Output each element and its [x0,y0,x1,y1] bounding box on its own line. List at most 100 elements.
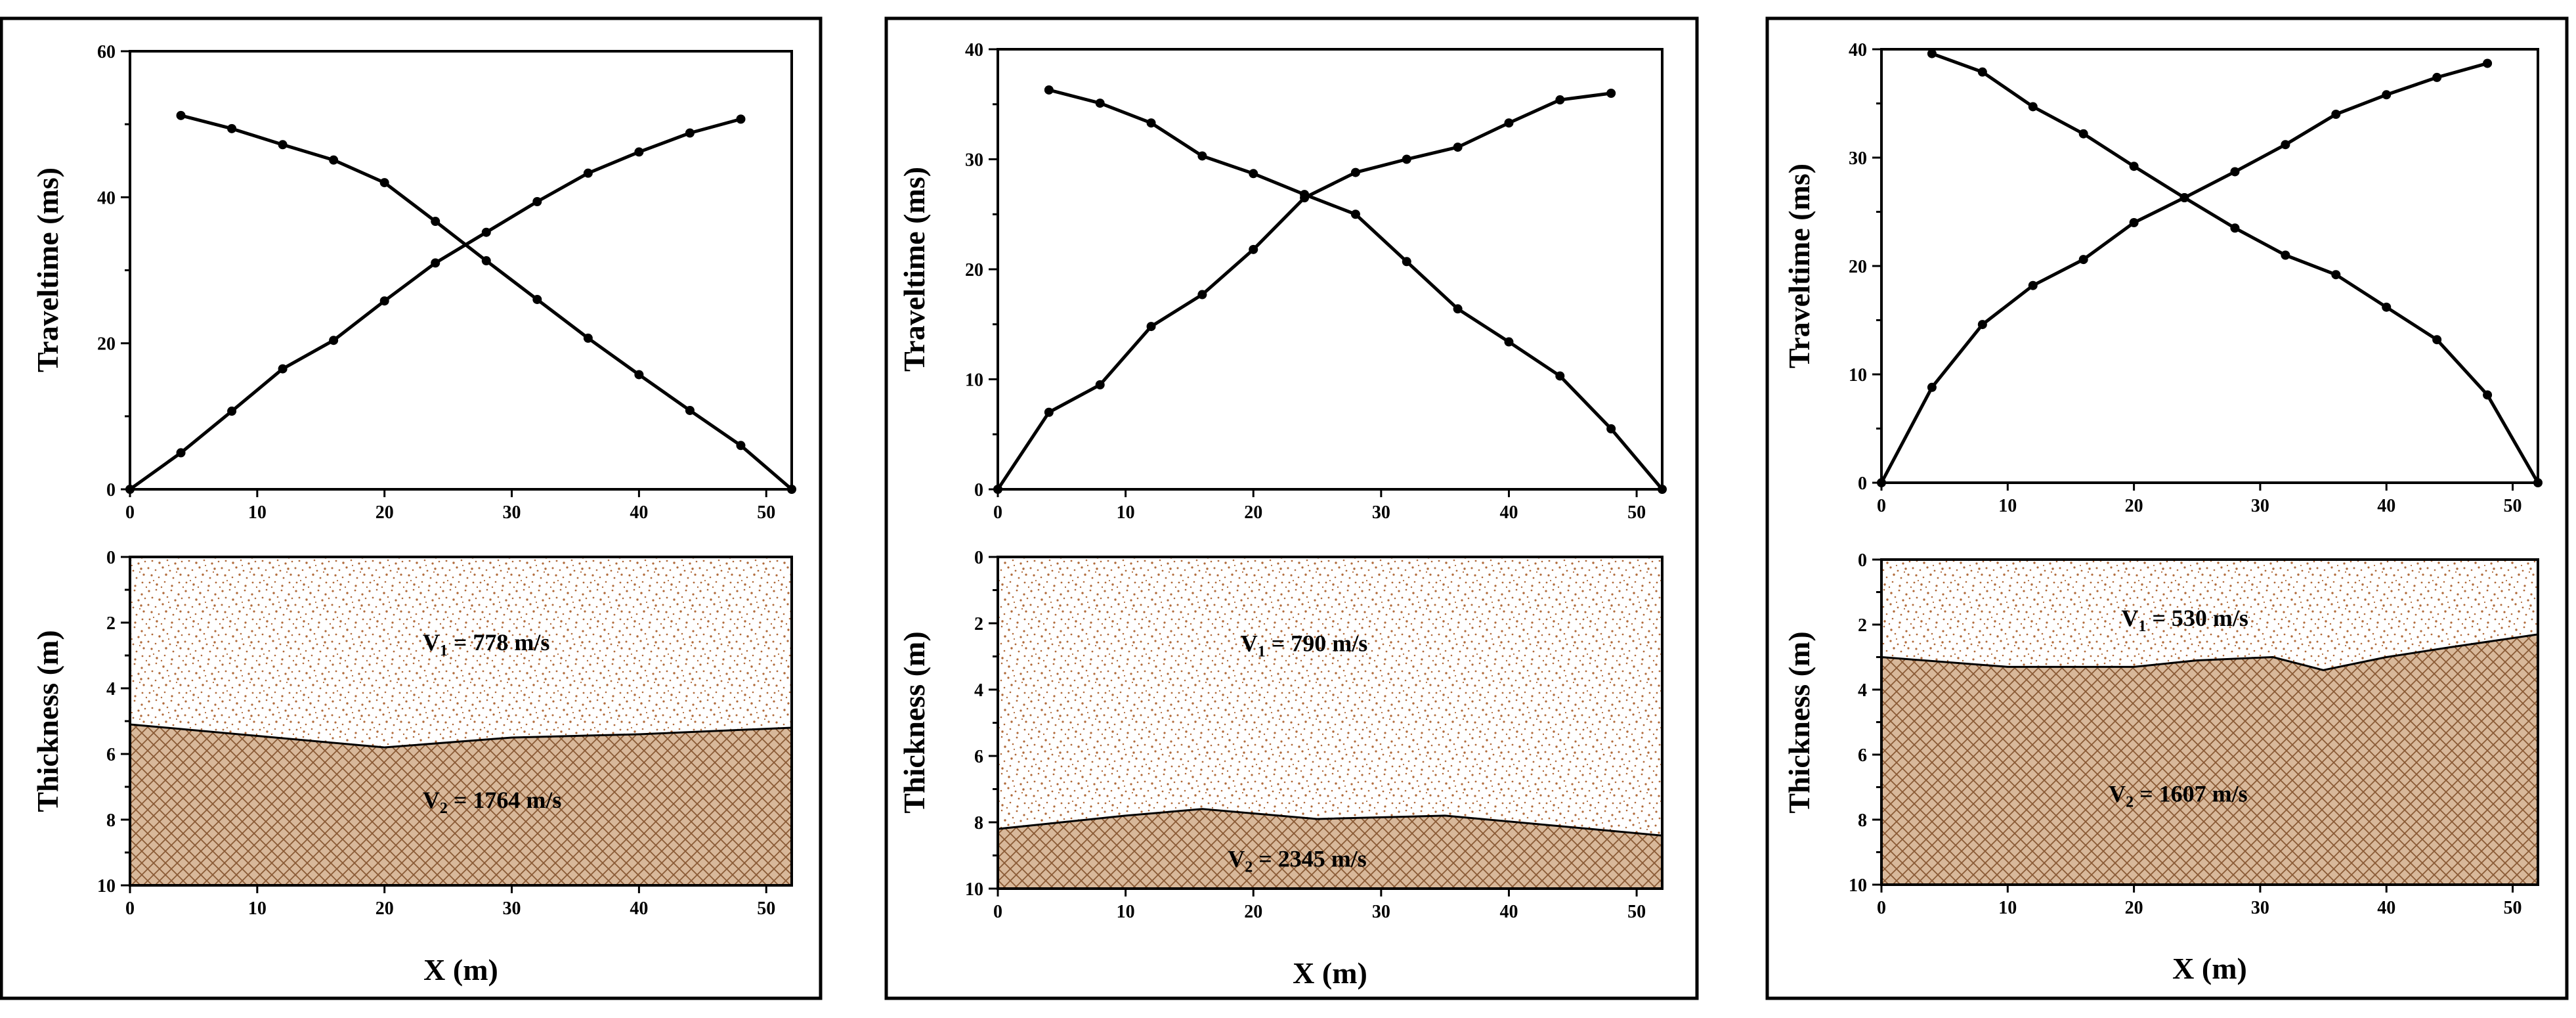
reverse-point [1606,424,1616,433]
y-tick-label: 0 [1858,474,1867,494]
forward-point [583,168,593,178]
reverse-point [2331,270,2341,280]
v1-label: V1 = 790 m/s [1241,630,1368,660]
section-plot: 0 10 20 30 40 50 0 2 4 6 8 10 V1 = 778 m/s V2 = 176… [31,548,793,986]
y-tick-label: 6 [106,745,116,765]
reverse-point [2179,193,2189,203]
traveltime-ticks: 0 10 20 30 40 50 0 20 40 60 [97,42,775,523]
y-tick-label: 4 [106,679,116,699]
forward-point [2281,140,2290,150]
x-tick-label: 0 [1877,898,1886,918]
x-tick-label: 30 [2251,898,2269,918]
y-tick-label: 10 [1849,365,1867,386]
forward-point [2078,255,2088,265]
traveltime-plot: 0 10 20 30 40 50 0 10 20 30 40 Traveltime (ms) [1782,40,2543,516]
reverse-point [1453,304,1463,314]
forward-point [1555,95,1565,105]
y-tick-label: 10 [97,876,116,896]
reverse-point [1555,371,1565,381]
x-tick-label: 40 [2377,898,2395,918]
forward-point [1146,322,1156,332]
x-tick-label: 30 [2251,496,2269,516]
x-tick-label: 50 [2504,496,2522,516]
reverse-point [2533,478,2543,487]
forward-point [2129,218,2139,227]
x-tick-label: 10 [248,502,267,523]
x-tick-label: 40 [630,898,648,919]
forward-point [2432,72,2442,82]
x-tick-label: 0 [993,902,1002,922]
reverse-point [2432,335,2442,345]
forward-point [1453,143,1463,152]
x-tick-label: 10 [1998,898,2017,918]
y-tick-label: 20 [1849,257,1867,277]
reverse-point [1927,49,1937,58]
reverse-point [227,123,237,133]
section-plot: 0 10 20 30 40 50 0 2 4 6 8 10 V1 = 530 m/s V2 = 160… [1782,550,2539,985]
forward-point [379,296,389,306]
v2-label: V2 = 1607 m/s [2109,780,2248,810]
reverse-point [1197,151,1207,161]
x-tick-label: 20 [376,898,394,919]
v2-label: V2 = 1764 m/s [423,787,562,817]
traveltime-plot: 0 10 20 30 40 50 0 20 40 60 Traveltime (ms) [31,42,796,523]
y-tick-label: 30 [965,150,983,171]
x-tick-label: 40 [1499,502,1518,523]
traveltime-ticks: 0 10 20 30 40 50 0 10 20 30 40 [965,40,1646,523]
v1-label: V1 = 530 m/s [2121,605,2248,635]
reverse-point [278,140,288,150]
y-tick-label: 10 [965,879,983,900]
forward-point [634,147,644,157]
forward-point [1197,290,1207,299]
y-tick-label: 0 [974,548,983,568]
reverse-point [1658,485,1667,494]
forward-point [1977,320,1987,330]
y-tick-label: 60 [97,42,116,62]
reverse-point [1044,85,1054,95]
traveltime-plot: 0 10 20 30 40 50 0 10 20 30 40 Traveltime (ms) [897,40,1667,523]
x-tick-label: 50 [757,898,775,919]
y-tick-label: 8 [106,810,116,831]
layer-boundary [997,808,1663,837]
x-tick-label: 0 [125,898,135,919]
layer-2-fill [130,724,792,885]
x-tick-label: 40 [2377,496,2395,516]
forward-point [2230,167,2240,177]
x-tick-label: 20 [376,502,394,523]
x-tick-label: 10 [1998,496,2017,516]
reverse-point [2281,250,2290,260]
y-tick-label: 4 [1858,680,1867,701]
reverse-point [1095,99,1105,108]
forward-point [1504,118,1514,128]
reverse-point [1146,118,1156,128]
x-tick-label: 30 [1372,502,1390,523]
forward-point [1606,89,1616,98]
forward-point [481,227,491,237]
x-tick-label: 10 [1117,502,1135,523]
reverse-point [1300,190,1310,200]
traveltime-ylabel: Traveltime (ms) [31,167,64,372]
y-tick-label: 8 [1858,810,1867,831]
y-tick-label: 20 [965,260,983,280]
reverse-point [379,178,389,188]
reverse-point [176,110,186,120]
traveltime-points [993,85,1667,494]
reverse-point [736,441,746,451]
traveltime-points [1877,49,2543,487]
reverse-point [2078,129,2088,139]
section-ticks: 0 10 20 30 40 50 0 2 4 6 8 10 [965,548,1646,922]
y-tick-label: 0 [106,480,116,500]
v2-label: V2 = 2345 m/s [1228,846,1367,876]
forward-point [2382,90,2392,100]
layer-2-fill [1881,634,2538,885]
reverse-point [532,294,542,304]
forward-point [2331,110,2341,119]
y-tick-label: 30 [1849,148,1867,169]
reverse-point [685,405,695,415]
x-tick-label: 50 [1627,502,1646,523]
y-tick-label: 2 [1858,615,1867,636]
section-ticks: 0 10 20 30 40 50 0 2 4 6 8 10 [1849,550,2522,918]
